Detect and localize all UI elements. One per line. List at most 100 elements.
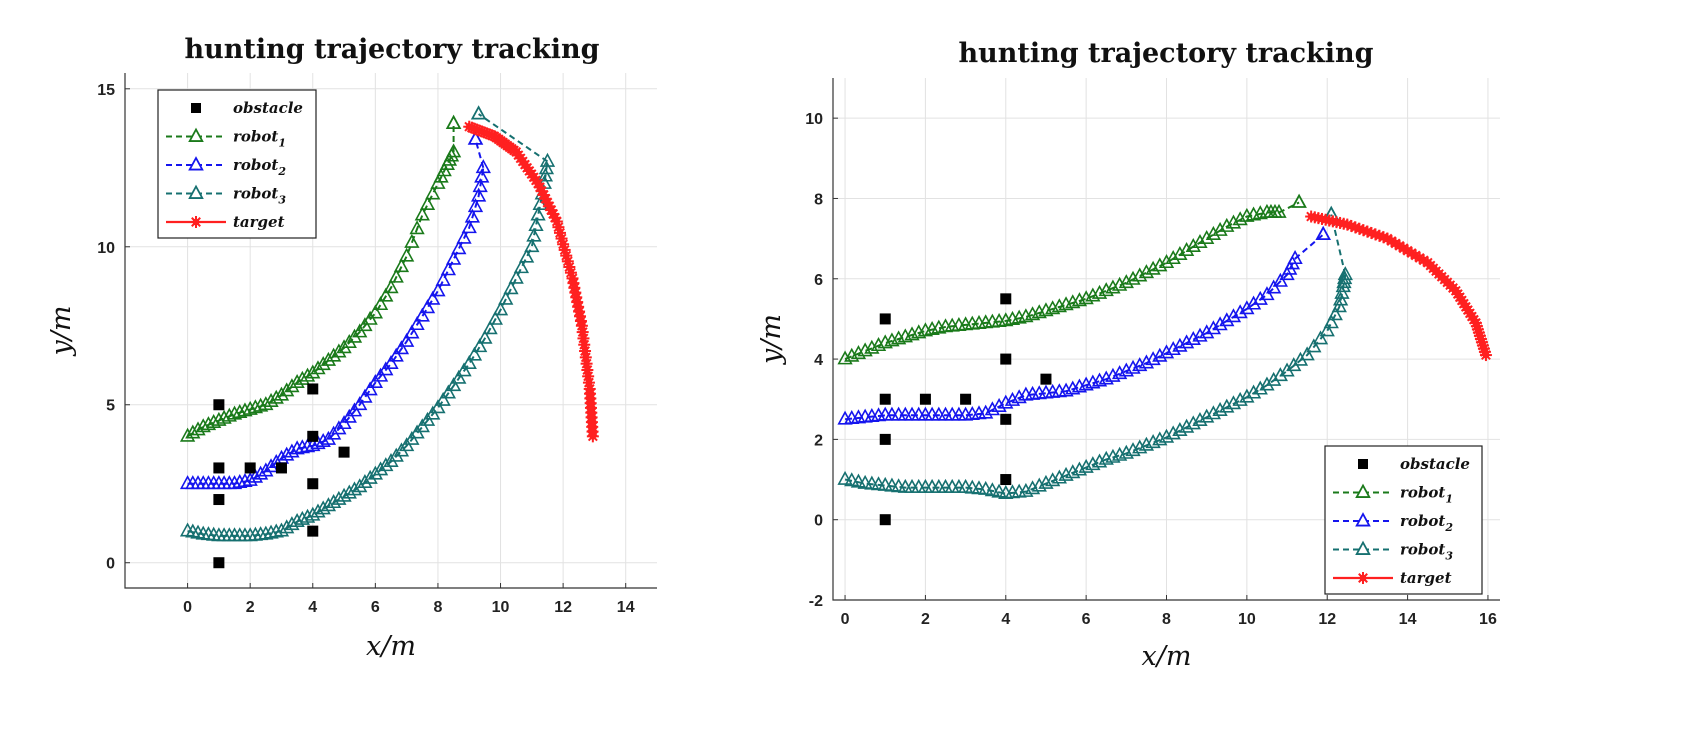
robot2-point [404,324,420,339]
robot3-point [844,472,860,487]
robot1-point [1132,267,1148,282]
robot3-point [487,310,503,325]
obstacle-point [879,433,891,445]
robot3-point [1085,456,1101,471]
robot3-point [1319,322,1335,337]
legend: obstacle robot1 robot2 robot3 target [1324,445,1483,595]
x-axis-label: x/m [1142,641,1192,672]
legend-item: obstacle [1358,455,1470,473]
robot2-point [232,474,248,489]
robot2-point [310,435,326,450]
robot2-point [472,178,488,193]
robot1-point [1232,211,1248,226]
robot3-point [477,329,493,344]
robot3-point [1266,371,1282,386]
robot3-point [1335,278,1351,293]
robot3-point [1252,380,1268,395]
robot3-point [1138,436,1155,451]
robot3-point [1312,330,1329,345]
legend-label-subscript: 1 [278,137,286,150]
robot1-point [1118,274,1134,289]
robot2-point [464,208,481,223]
robot2-point [388,347,404,362]
robot3-point [1078,458,1094,473]
robot1-end-point [445,114,462,130]
robot2-point [1172,337,1188,352]
robot3-point [1299,346,1315,361]
robot2-point [1185,330,1201,346]
robot1-point [398,247,415,262]
robot2-point [1011,389,1027,404]
robot2-point [1225,308,1242,323]
robot3-point [362,469,378,484]
robot1-point [216,409,232,424]
robot2-point [305,437,321,452]
robot1-point [1178,241,1195,257]
target-point [586,430,599,443]
robot3-point [1219,398,1235,413]
robot3-point [1165,425,1181,440]
robot2-point [425,290,441,305]
robot1-point [1152,257,1168,272]
x-tick-label: 8 [433,599,442,616]
robot3-point [850,473,867,488]
legend-swatch [188,184,204,199]
robot3-point [984,482,1001,497]
legend-swatch [1355,540,1371,555]
robot3-point [1199,408,1215,423]
robot3-point [1058,466,1074,481]
chart-title: hunting trajectory tracking [184,34,599,65]
robot2-point [1259,286,1275,301]
robot1-point [383,279,399,294]
legend-label: robot3 [1400,541,1453,563]
x-tick-label: 4 [1001,611,1010,628]
legend-label: obstacle [233,99,303,117]
robot1-point [1085,287,1101,302]
robot1-point [325,347,342,362]
y-tick-label: 0 [106,556,115,573]
legend-item: target [1333,569,1452,587]
obstacle-point [879,393,891,405]
robot2-point [1111,365,1128,380]
robot1-point [242,400,258,415]
robot3-point [268,523,284,538]
series-robot3 [837,205,1353,499]
x-tick-label: 10 [492,599,510,616]
robot3-point [1051,469,1067,484]
robot3-point [1232,391,1248,406]
robot2-point [1004,391,1021,406]
robot2-point [299,438,316,453]
target-marker-core [1359,574,1367,582]
robot2-point [294,439,310,454]
robot1-point [1165,250,1181,265]
legend-swatch [190,216,202,228]
robot2-point [1098,370,1114,385]
x-tick-label: 10 [1238,611,1256,628]
robot1-point [237,402,253,417]
robot1-point [393,258,410,273]
robot3-point [357,474,373,489]
robot2-point [435,271,451,286]
robot3-point [539,152,556,167]
robot3-point [1192,411,1208,426]
robot1-point [850,345,867,360]
chart-title: hunting trajectory tracking [958,38,1373,69]
robot3-point [1327,306,1343,321]
robot2-point [357,388,373,403]
x-tick-label: 8 [1162,611,1171,628]
legend-label-subscript: 2 [1444,521,1453,534]
robot2-point [289,440,305,455]
robot1-point [279,382,295,397]
robot3-point [524,238,540,253]
robot2-point [1152,347,1168,362]
robot1-point [372,296,389,311]
robot1-point [320,351,337,366]
robot3-point [346,481,363,496]
robot2-point [1138,354,1155,369]
x-tick-label: 12 [1318,611,1336,628]
robot1-point [195,418,211,433]
x-tick-label: 4 [308,599,317,616]
robot1-point [1111,276,1128,291]
robot2-point [1232,304,1248,319]
